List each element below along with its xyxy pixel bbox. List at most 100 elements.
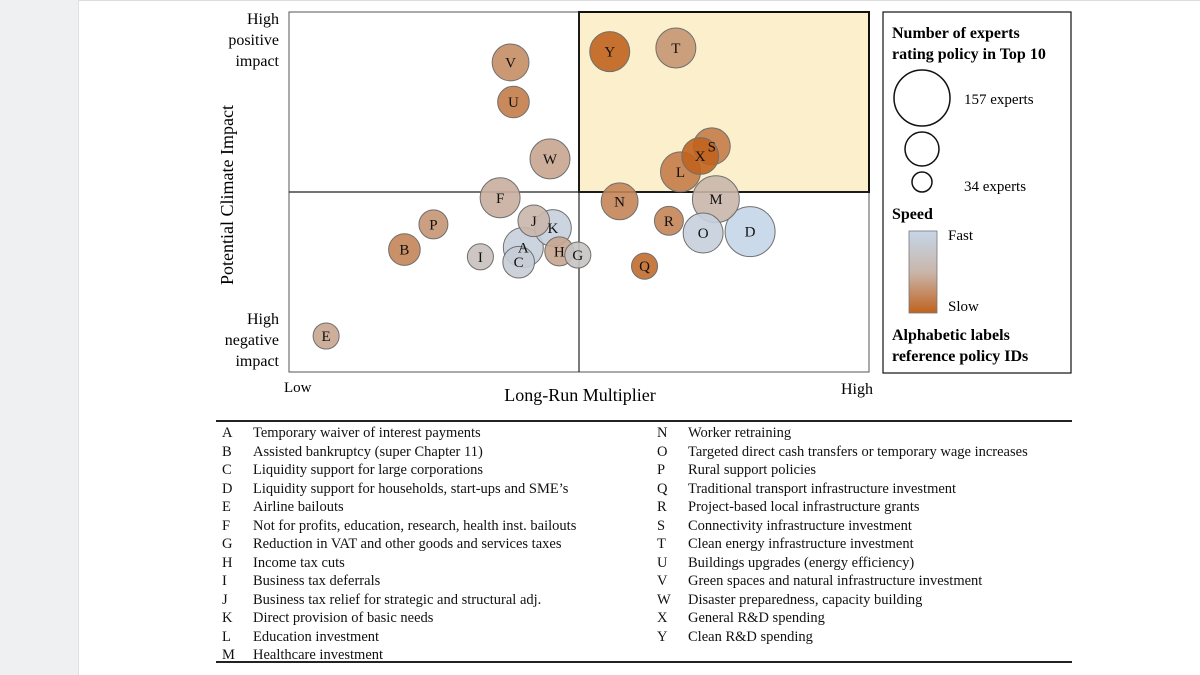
policy-name: General R&D spending [688,610,825,626]
bubble-label-h: H [554,244,565,260]
y-tick-high-line1: High [247,11,279,28]
legend-ids-note-line1: Alphabetic labels [892,327,1010,344]
policy-key-table: A Temporary waiver of interest payments B A… [216,420,1072,663]
y-tick-low-line2: negative [225,332,279,349]
policy-name: Liquidity support for households, start-… [253,480,569,497]
bubble-d [724,206,776,258]
policy-row-d: D Liquidity support for households, start… [222,480,652,499]
bubble-label-o: O [698,226,709,242]
policy-row-u: U Buildings upgrades (energy efficiency) [657,554,1072,573]
policy-row-i: I Business tax deferrals [222,572,652,591]
bubble-g [564,241,592,269]
policy-name: Traditional transport infrastructure inv… [688,480,957,497]
policy-name: Healthcare investment [253,647,384,663]
policy-id: N [657,425,668,441]
policy-row-x: X General R&D spending [657,609,1072,628]
policy-id: M [222,647,235,663]
x-axis-title: Long-Run Multiplier [504,385,656,405]
policy-row-c: C Liquidity support for large corporation… [222,461,652,480]
policy-id: F [222,517,231,534]
policy-row-w: W Disaster preparedness, capacity buildin… [657,591,1072,610]
policy-id: L [222,628,231,645]
policy-name: Clean R&D spending [688,628,813,645]
bubble-label-p: P [429,217,437,233]
bubble-c [502,245,535,279]
bubble-label-f: F [496,191,504,207]
bubble-n [600,182,639,221]
bubble-layer: D M A F L O T W Y K N S V X B C J U H P R E G I Q [312,27,776,350]
legend-speed-title: Speed [892,206,933,223]
legend-size-title-line1: Number of experts [892,25,1020,42]
bubble-q [631,252,659,280]
policy-id: V [657,573,668,589]
policy-key-column-right: N Worker retraining O Targeted direct cash … [657,424,1072,646]
bubble-j [517,204,551,238]
bubble-label-n: N [614,194,625,210]
policy-name: Reduction in VAT and other goods and ser… [253,536,562,552]
policy-name: Buildings upgrades (energy efficiency) [688,554,915,571]
policy-id: H [222,554,233,571]
policy-id: R [657,499,667,515]
bubble-i [466,243,494,271]
bubble-chart: D M A F L O T W Y K N S V X B C J U H P R E G I Q Potential Clim… [217,11,1072,405]
bubble-label-j: J [531,214,537,230]
legend-size-small-circle [911,171,933,193]
policy-row-l: L Education investment [222,628,652,647]
policy-id: A [222,425,233,441]
bubble-label-s: S [708,139,716,155]
x-tick-low: Low [284,380,312,396]
bubble-label-t: T [671,41,680,57]
legend-ids-note-line2: reference policy IDs [892,348,1028,365]
policy-row-t: T Clean energy infrastructure investment [657,535,1072,554]
policy-key-column-left: A Temporary waiver of interest payments B A… [222,424,652,665]
policy-id: P [657,462,666,478]
policy-id: J [222,591,228,608]
policy-row-j: J Business tax relief for strategic and s… [222,591,652,610]
policy-name: Rural support policies [688,462,817,478]
policy-row-v: V Green spaces and natural infrastructure… [657,572,1072,591]
policy-name: Green spaces and natural infrastructure … [688,573,983,589]
policy-row-h: H Income tax cuts [222,554,652,573]
bubble-label-w: W [543,152,558,168]
bubble-x [681,137,720,175]
bubble-label-q: Q [639,259,650,275]
policy-id: E [222,499,231,515]
y-tick-high-line2: positive [228,32,279,49]
policy-id: O [657,443,668,460]
policy-name: Liquidity support for large corporations [253,462,484,478]
policy-row-f: F Not for profits, education, research, h… [222,517,652,536]
policy-row-r: R Project-based local infrastructure gran… [657,498,1072,517]
policy-row-k: K Direct provision of basic needs [222,609,652,628]
policy-name: Connectivity infrastructure investment [688,517,912,534]
policy-id: Y [657,628,668,645]
policy-id: X [657,610,668,626]
bubble-label-m: M [709,192,722,208]
bubble-label-c: C [514,255,524,271]
bubble-t [655,27,697,69]
legend-size-large-circle [893,69,951,127]
legend-speed-fast: Fast [948,228,974,244]
policy-name: Direct provision of basic needs [253,610,434,626]
policy-id: D [222,480,233,497]
policy-name: Project-based local infrastructure grant… [688,499,920,515]
policy-id: W [657,591,671,608]
policy-row-a: A Temporary waiver of interest payments [222,424,652,443]
policy-name: Business tax relief for strategic and st… [253,591,542,608]
table-top-rule [216,420,1072,422]
policy-name: Temporary waiver of interest payments [253,425,481,441]
bubble-label-b: B [399,243,409,259]
legend-size-mid-circle [904,131,940,167]
policy-id: G [222,536,233,552]
bubble-label-d: D [745,225,756,241]
legend-size-title-line2: rating policy in Top 10 [892,46,1046,63]
legend-size-small-label: 34 experts [964,179,1026,195]
table-bottom-rule [216,661,1072,663]
policy-name: Clean energy infrastructure investment [688,536,914,552]
bubble-label-a: A [518,240,529,256]
bubble-label-g: G [572,248,583,264]
policy-id: Q [657,480,668,497]
bubble-y [589,31,631,73]
y-tick-low-line1: High [247,311,279,328]
bubble-label-u: U [508,95,519,111]
policy-name: Business tax deferrals [253,573,381,589]
